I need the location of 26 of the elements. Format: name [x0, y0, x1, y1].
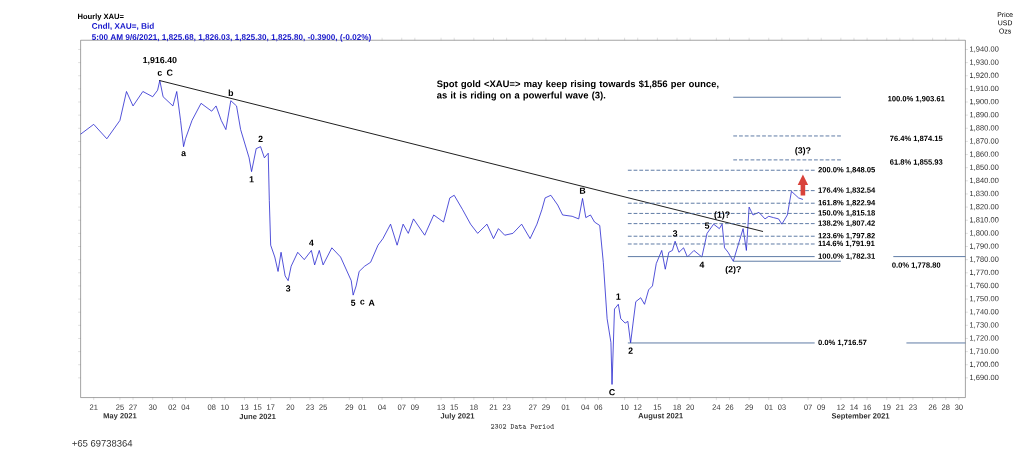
- annotation: 5:00 AM 9/6/2021, 1,825.68, 1,826.03, 1,825.30, 1,825.80, -0.3900, (-0.02%): [91, 34, 371, 42]
- annotation: 5: [704, 222, 710, 229]
- annotation: C: [166, 69, 173, 76]
- annotation: C: [609, 389, 615, 396]
- annotation: c: [360, 299, 365, 305]
- annotation: 1: [249, 176, 254, 183]
- annotation: 3: [285, 285, 291, 292]
- annotation: (1)?: [714, 211, 730, 220]
- annotation: b: [228, 89, 234, 97]
- annotation: c: [157, 71, 162, 76]
- annotation: A: [368, 299, 375, 306]
- annotation: 3: [672, 230, 678, 237]
- annotation: 1,916.40: [143, 57, 177, 65]
- chart-subtitle: Cndl, XAU=, Bid: [92, 23, 154, 31]
- annotation: a: [181, 151, 187, 157]
- annotation: Spot gold <XAU=> may keep rising towards $1,856 per ounce, as it is riding on a powerful wave (3).: [436, 80, 719, 101]
- text: +65 69738364: [72, 440, 133, 447]
- annotation: 4: [309, 239, 314, 246]
- annotation: 5: [350, 299, 356, 307]
- annotation: (2)?: [725, 266, 741, 275]
- annotation: 1: [616, 293, 621, 300]
- annotation: 2: [258, 135, 263, 143]
- annotation: (3)?: [795, 147, 811, 156]
- annotation: 2: [628, 347, 633, 354]
- annotation: B: [579, 187, 586, 194]
- annotation: 4: [699, 261, 705, 268]
